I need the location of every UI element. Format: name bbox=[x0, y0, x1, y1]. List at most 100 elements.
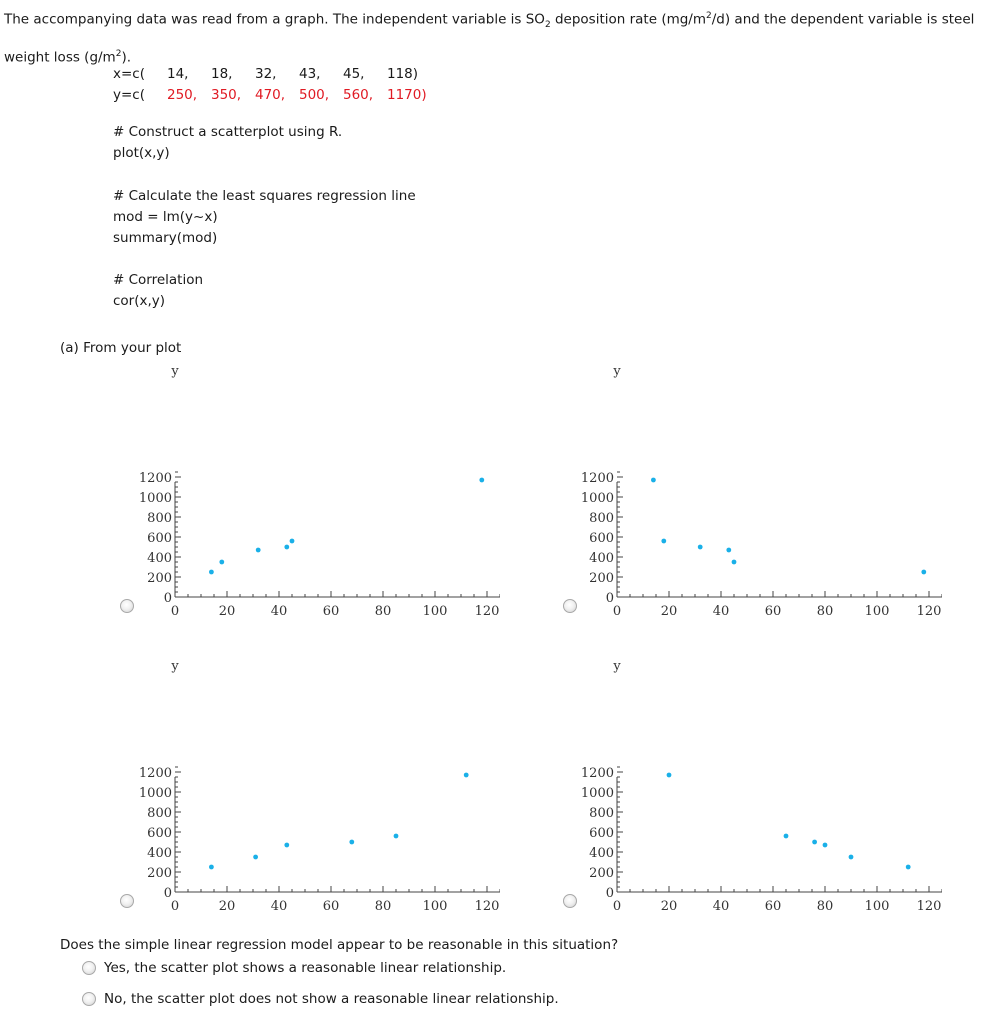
x-tick-label: 20 bbox=[219, 604, 236, 619]
scatter-plot-2: 020406080100120020040060080010001200xy bbox=[581, 364, 942, 619]
scatter-plot-3: 020406080100120020040060080010001200xy bbox=[139, 659, 500, 914]
x-vector-row: x=c(14, 18, 32, 43, 45, 118) bbox=[113, 64, 431, 85]
answer-no[interactable]: No, the scatter plot does not show a rea… bbox=[82, 991, 559, 1007]
regression-question: Does the simple linear regression model … bbox=[60, 937, 619, 953]
x-tick-label: 0 bbox=[613, 899, 621, 914]
y-value: 250, bbox=[167, 87, 198, 103]
x-prefix: x=c( bbox=[113, 66, 145, 82]
x-tick-label: 20 bbox=[219, 899, 236, 914]
data-point bbox=[666, 772, 672, 778]
plot-call: plot(x,y) bbox=[113, 145, 170, 161]
data-point bbox=[255, 547, 261, 553]
data-point bbox=[253, 854, 258, 860]
answer-no-label[interactable]: No, the scatter plot does not show a rea… bbox=[104, 991, 559, 1007]
x-tick-label: 120 bbox=[917, 604, 942, 619]
summary-call: summary(mod) bbox=[113, 230, 218, 246]
plot-option-1-radio[interactable] bbox=[120, 599, 134, 613]
data-point bbox=[651, 477, 656, 483]
y-tick-label: 0 bbox=[606, 591, 614, 606]
data-point bbox=[783, 833, 789, 839]
y-tick-label: 1000 bbox=[581, 491, 614, 506]
x-tick-label: 120 bbox=[475, 604, 500, 619]
y-value: 350, bbox=[211, 87, 242, 103]
scatter-plot-4: 020406080100120020040060080010001200xy bbox=[581, 659, 942, 914]
answer-no-radio[interactable] bbox=[82, 992, 96, 1006]
data-point bbox=[479, 477, 485, 483]
x-tick-label: 100 bbox=[865, 604, 890, 619]
y-tick-label: 800 bbox=[147, 511, 172, 526]
intro-part-1: The accompanying data was read from a gr… bbox=[4, 11, 545, 28]
x-tick-label: 80 bbox=[375, 899, 392, 914]
so2-subscript: 2 bbox=[544, 20, 551, 31]
scatter-code: # Construct a scatterplot using R. plot(… bbox=[113, 122, 342, 164]
x-tick-label: 40 bbox=[271, 604, 288, 619]
superscript-1: 2 bbox=[706, 11, 712, 21]
x-tick-label: 80 bbox=[817, 899, 834, 914]
data-point bbox=[812, 839, 817, 845]
y-tick-label: 1000 bbox=[581, 786, 614, 801]
scatter-plot-option-3: 020406080100120020040060080010001200xy bbox=[60, 655, 500, 925]
y-tick-label: 1000 bbox=[139, 491, 172, 506]
y-tick-label: 600 bbox=[589, 531, 614, 546]
data-point bbox=[697, 544, 703, 550]
y-axis-label: y bbox=[612, 364, 621, 379]
y-tick-label: 800 bbox=[589, 806, 614, 821]
y-tick-label: 1200 bbox=[139, 471, 172, 486]
data-point bbox=[848, 854, 854, 860]
x-value: 45, bbox=[343, 66, 365, 82]
data-point bbox=[905, 864, 911, 870]
x-tick-label: 20 bbox=[661, 899, 678, 914]
plot-option-4-radio[interactable] bbox=[563, 894, 577, 908]
y-tick-label: 0 bbox=[606, 886, 614, 901]
intro-text: The accompanying data was read from a gr… bbox=[4, 2, 1002, 73]
x-tick-label: 40 bbox=[713, 604, 730, 619]
data-point bbox=[209, 569, 214, 575]
y-tick-label: 600 bbox=[589, 826, 614, 841]
answer-yes-radio[interactable] bbox=[82, 961, 96, 975]
intro-part-3: /d) and the dependent variable is steel … bbox=[4, 11, 975, 66]
x-tick-label: 120 bbox=[475, 899, 500, 914]
data-point bbox=[731, 559, 737, 565]
y-tick-label: 200 bbox=[589, 571, 614, 586]
x-value: 18, bbox=[211, 66, 233, 82]
y-axis-label: y bbox=[170, 659, 179, 674]
x-tick-label: 60 bbox=[765, 604, 782, 619]
y-tick-label: 600 bbox=[147, 531, 172, 546]
answer-yes[interactable]: Yes, the scatter plot shows a reasonable… bbox=[82, 960, 506, 976]
x-tick-label: 20 bbox=[661, 604, 678, 619]
y-tick-label: 400 bbox=[589, 551, 614, 566]
y-axis-label: y bbox=[170, 364, 179, 379]
data-point bbox=[822, 842, 828, 848]
intro-part-2: deposition rate (mg/m bbox=[550, 11, 707, 28]
plot-option-3-radio[interactable] bbox=[120, 894, 134, 908]
y-prefix: y=c( bbox=[113, 87, 145, 103]
x-tick-label: 40 bbox=[271, 899, 288, 914]
answer-yes-label[interactable]: Yes, the scatter plot shows a reasonable… bbox=[104, 960, 507, 976]
data-point bbox=[661, 538, 667, 544]
y-tick-label: 0 bbox=[164, 591, 172, 606]
plot-option-2-radio[interactable] bbox=[563, 599, 577, 613]
x-tick-label: 80 bbox=[375, 604, 392, 619]
x-tick-label: 120 bbox=[917, 899, 942, 914]
x-tick-label: 100 bbox=[423, 604, 448, 619]
y-value: 1170) bbox=[387, 87, 427, 103]
x-tick-label: 40 bbox=[713, 899, 730, 914]
x-tick-label: 100 bbox=[423, 899, 448, 914]
y-axis-label: y bbox=[612, 659, 621, 674]
y-vector-row: y=c(250, 350, 470, 500, 560, 1170) bbox=[113, 85, 431, 106]
intro-part-4: ). bbox=[121, 49, 132, 66]
y-tick-label: 200 bbox=[147, 571, 172, 586]
scatter-plot-option-2: 020406080100120020040060080010001200xy bbox=[502, 360, 942, 630]
y-tick-label: 1200 bbox=[581, 766, 614, 781]
y-tick-label: 600 bbox=[147, 826, 172, 841]
y-tick-label: 1200 bbox=[581, 471, 614, 486]
x-value: 14, bbox=[167, 66, 189, 82]
x-tick-label: 0 bbox=[613, 604, 621, 619]
x-value: 118) bbox=[387, 66, 419, 82]
y-value: 470, bbox=[255, 87, 286, 103]
data-point bbox=[284, 544, 290, 550]
data-point bbox=[289, 538, 295, 544]
data-point bbox=[921, 569, 927, 575]
comment-correlation: # Correlation bbox=[113, 272, 204, 288]
part-a-label: (a) From your plot bbox=[60, 340, 182, 356]
